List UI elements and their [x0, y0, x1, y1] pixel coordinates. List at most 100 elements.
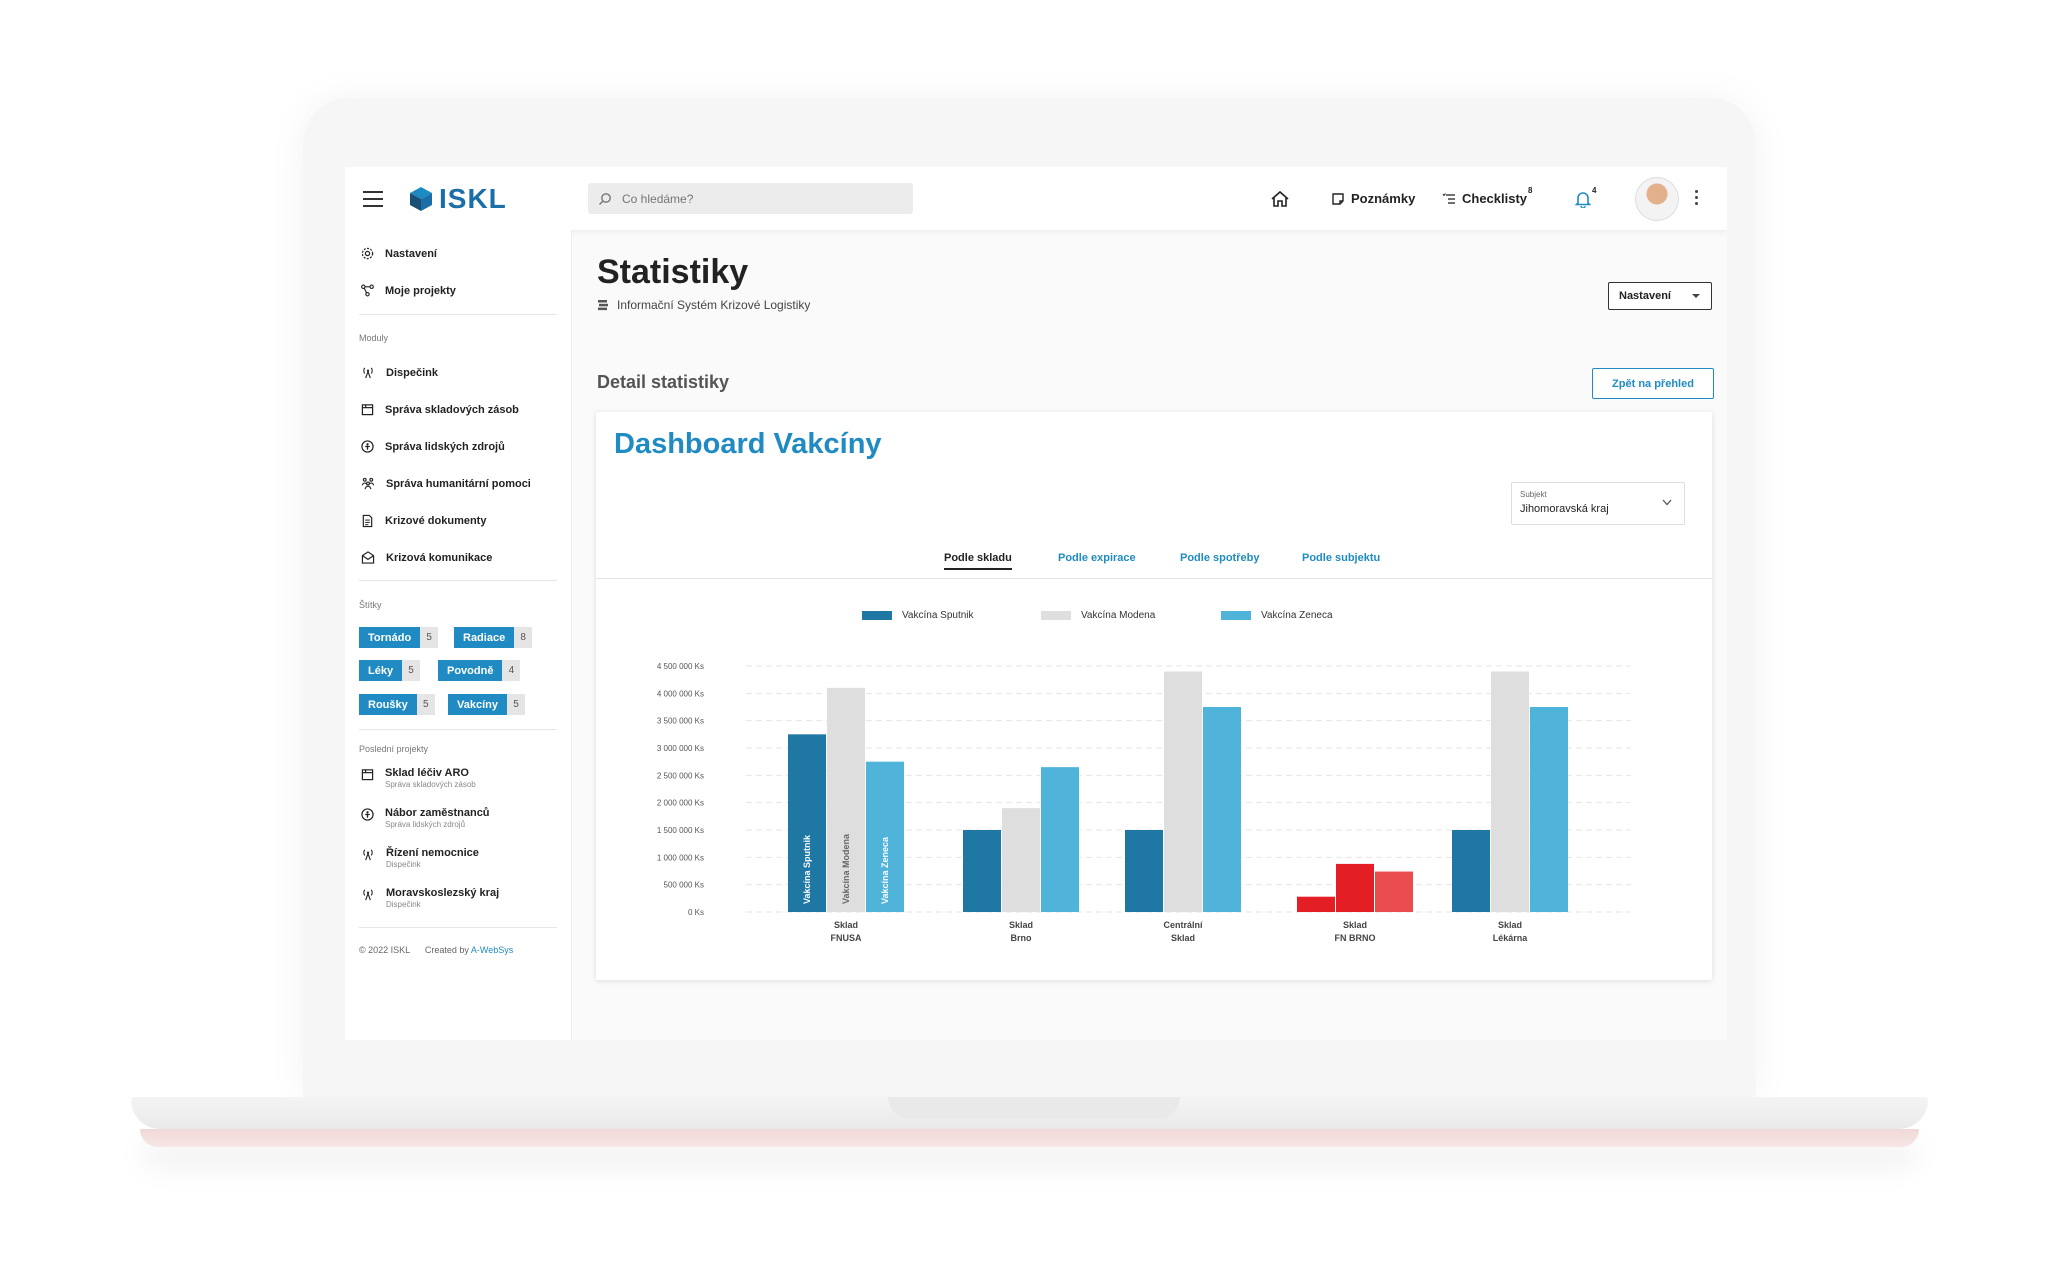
search-input[interactable]	[620, 190, 904, 207]
tag-count: 4	[502, 660, 521, 681]
person-circle-icon	[361, 808, 374, 821]
created-by-text: Created by	[424, 945, 469, 955]
tag-count: 8	[514, 627, 533, 648]
tag-label: Roušky	[359, 694, 417, 715]
tag-tornado[interactable]: Tornádo 5	[359, 627, 439, 648]
sidebar-item-label: Správa humanitární pomoci	[386, 477, 531, 490]
sidebar: Nastavení Moje projekty Moduly Dispečink	[345, 230, 572, 1040]
sidebar-item-documents[interactable]: Krizové dokumenty	[361, 514, 486, 528]
recent-project-title: Nábor zaměstnanců	[385, 807, 490, 819]
page-title: Statistiky	[597, 253, 749, 291]
recent-project-title: Moravskoslezský kraj	[386, 887, 500, 899]
recent-projects-heading: Poslední projekty	[359, 744, 429, 754]
subject-select-value: Jihomoravská kraj	[1520, 503, 1609, 515]
tag-vakciny[interactable]: Vakcíny 5	[448, 694, 525, 715]
y-tick-label: 4 000 000 Ks	[657, 689, 704, 698]
sidebar-item-settings[interactable]: Nastavení	[361, 247, 437, 260]
notifications-button[interactable]: 4	[1575, 186, 1596, 208]
menu-icon[interactable]	[363, 191, 383, 207]
legend-swatch	[1221, 611, 1251, 620]
sidebar-item-label: Krizové dokumenty	[385, 515, 487, 527]
antenna-icon	[363, 367, 373, 379]
author-link[interactable]: A-WebSys	[470, 945, 514, 955]
bar	[1530, 707, 1568, 912]
search-icon	[599, 192, 611, 205]
legend-label: Vakcína Modena	[1081, 610, 1156, 621]
recent-project-title: Sklad léčiv ARO	[385, 767, 469, 779]
tag-label: Tornádo	[359, 627, 421, 648]
y-tick-label: 2 500 000 Ks	[657, 771, 704, 780]
recent-project-module: Dispečink	[386, 860, 421, 869]
x-tick-label: Sklad	[1009, 920, 1033, 930]
modules-heading: Moduly	[359, 333, 389, 343]
sidebar-item-humanitarian[interactable]: Správa humanitární pomoci	[361, 477, 531, 490]
subject-select[interactable]: Subjekt Jihomoravská kraj	[1511, 482, 1685, 525]
share-nodes-icon	[361, 284, 374, 297]
envelope-icon	[361, 551, 375, 564]
sidebar-item-communication[interactable]: Krizová komunikace	[361, 551, 492, 564]
recent-project-item[interactable]: Řízení nemocnice Dispečink	[361, 847, 479, 869]
tags-heading: Štítky	[359, 600, 382, 610]
sidebar-item-hr[interactable]: Správa lidských zdrojů	[361, 440, 505, 453]
search-box[interactable]	[588, 183, 913, 214]
bar	[1203, 707, 1241, 912]
tab-by-consumption[interactable]: Podle spotřeby	[1180, 552, 1260, 564]
legend-label: Vakcína Zeneca	[1261, 610, 1333, 621]
tag-leky[interactable]: Léky 5	[359, 660, 421, 681]
y-tick-label: 3 000 000 Ks	[657, 744, 704, 753]
x-tick-label: Centrální	[1163, 920, 1203, 930]
x-tick-label: FN BRNO	[1335, 933, 1376, 943]
tab-by-expiration[interactable]: Podle expirace	[1058, 552, 1136, 564]
sidebar-item-my-projects[interactable]: Moje projekty	[361, 284, 456, 297]
page-subtitle-text: Informační Systém Krizové Logistiky	[617, 298, 811, 312]
home-link[interactable]	[1270, 167, 1290, 230]
server-icon	[598, 300, 608, 311]
recent-project-item[interactable]: Nábor zaměstnanců Správa lidských zdrojů	[361, 807, 490, 829]
sidebar-item-dispatch[interactable]: Dispečink	[361, 366, 438, 379]
dashboard-card: Dashboard Vakcíny Subjekt Jihomoravská k…	[596, 412, 1712, 980]
settings-dropdown-button[interactable]: Nastavení	[1608, 282, 1712, 310]
bar	[1297, 896, 1335, 912]
antenna-icon	[363, 889, 373, 901]
divider	[359, 314, 557, 315]
notes-link[interactable]: Poznámky	[1331, 191, 1415, 206]
checklists-label: Checklisty	[1462, 191, 1528, 206]
logo[interactable]: ISKL	[409, 183, 507, 215]
recent-project-item[interactable]: Sklad léčiv ARO Správa skladových zásob	[361, 767, 476, 789]
back-to-overview-button[interactable]: Zpět na přehled	[1592, 368, 1714, 399]
bar	[1452, 830, 1490, 912]
y-tick-label: 0 Ks	[688, 908, 704, 917]
recent-project-module: Správa skladových zásob	[385, 780, 476, 789]
more-options-icon[interactable]	[1695, 190, 1699, 208]
chevron-down-icon	[1662, 499, 1672, 506]
person-circle-icon	[361, 440, 374, 453]
tag-radiace[interactable]: Radiace 8	[454, 627, 533, 648]
avatar[interactable]	[1635, 177, 1679, 221]
sidebar-item-label: Správa skladových zásob	[385, 403, 519, 416]
stats-tabs: Podle skladu Podle expirace Podle spotře…	[596, 552, 1712, 579]
x-tick-label: FNUSA	[831, 933, 862, 943]
legend-swatch	[862, 611, 892, 620]
bar	[1125, 830, 1163, 912]
cube-logo-icon	[410, 187, 432, 211]
sidebar-item-stock[interactable]: Správa skladových zásob	[361, 403, 519, 416]
bar	[827, 687, 865, 912]
y-tick-label: 2 000 000 Ks	[657, 799, 704, 808]
bar-label: Vakcína Zeneca	[880, 836, 890, 904]
bar	[963, 830, 1001, 912]
checklists-count-badge: 8	[1528, 186, 1533, 195]
sidebar-footer: © 2022 ISKL Created by A-WebSys	[359, 945, 513, 955]
divider	[359, 729, 557, 730]
recent-project-item[interactable]: Moravskoslezský kraj Dispečink	[361, 887, 499, 909]
home-icon	[1271, 190, 1289, 207]
laptop-base-edge	[140, 1129, 1919, 1147]
bar	[1002, 808, 1040, 912]
checklists-link[interactable]: Checklisty 8	[1442, 186, 1533, 206]
legend-item-zeneca: Vakcína Zeneca	[1221, 610, 1333, 621]
bar	[1491, 671, 1529, 912]
bar	[866, 761, 904, 912]
tab-by-subject[interactable]: Podle subjektu	[1302, 552, 1381, 564]
tag-povodne[interactable]: Povodně 4	[438, 660, 521, 681]
tag-rousky[interactable]: Roušky 5	[359, 694, 435, 715]
tab-by-warehouse[interactable]: Podle skladu	[944, 552, 1012, 570]
